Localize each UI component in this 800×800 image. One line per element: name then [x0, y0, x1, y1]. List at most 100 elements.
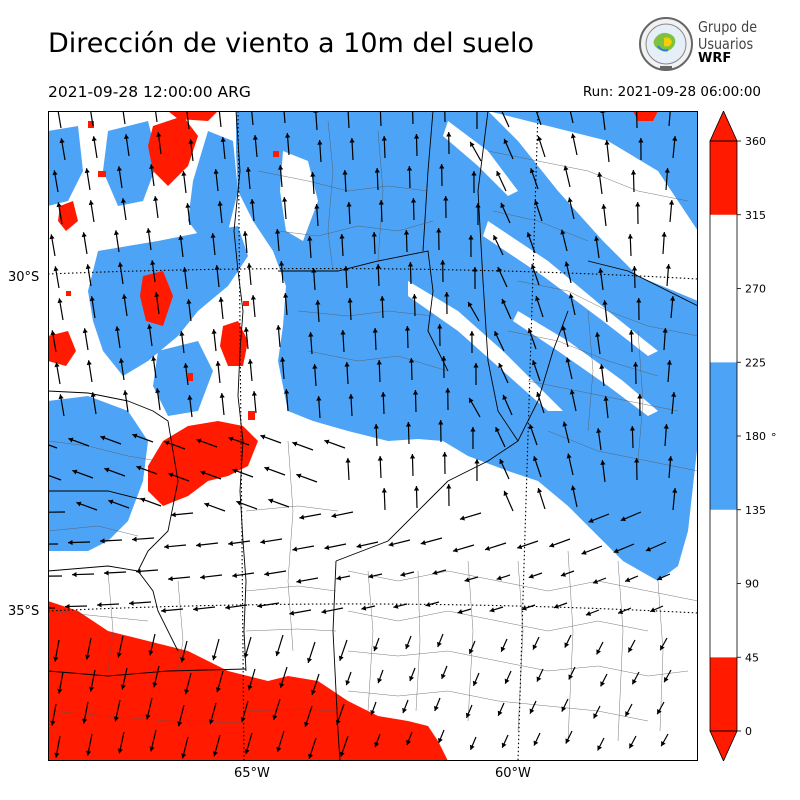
wind-arrow-head	[57, 688, 63, 694]
wind-arrow-head	[243, 327, 249, 332]
wind-arrow-head	[438, 420, 444, 425]
wind-arrow-head	[116, 652, 122, 658]
wind-arrow-head	[564, 642, 570, 648]
wind-arrow-head	[532, 644, 538, 650]
wind-arrow-head	[500, 646, 506, 652]
wind-arrow-shaft	[57, 111, 62, 129]
wind-arrow-head	[260, 434, 266, 440]
wind-arrow-head	[669, 296, 676, 301]
wind-arrow-head	[470, 141, 475, 148]
wind-arrow-head	[145, 714, 151, 720]
wind-arrow-head	[247, 685, 253, 691]
lon-label-60w: 60°W	[495, 766, 531, 781]
wind-arrow-head	[445, 388, 451, 393]
wind-arrows	[48, 111, 678, 760]
wind-arrow-head	[368, 573, 374, 579]
wind-arrow-head	[243, 653, 249, 659]
wind-arrow-head	[537, 136, 543, 142]
wind-arrow-head	[129, 600, 134, 606]
department-borders	[48, 120, 698, 742]
wind-arrow-head	[376, 360, 382, 365]
wind-arrow-head	[196, 438, 202, 444]
wind-arrow-head	[411, 294, 418, 299]
wind-arrow-head	[114, 326, 121, 332]
wind-arrow-head	[560, 229, 566, 235]
wind-arrow-head	[406, 739, 411, 746]
wind-arrow-head	[148, 650, 154, 656]
wind-arrow-head	[667, 456, 674, 461]
wind-arrow-head	[100, 538, 105, 544]
lat-label-35s: 35°S	[8, 604, 40, 619]
wind-arrow-head	[536, 392, 542, 398]
wind-arrow-head	[168, 472, 174, 478]
wind-arrow-head	[434, 705, 439, 711]
wind-arrow-head	[181, 171, 187, 176]
wind-arrow-head	[493, 235, 498, 241]
wind-arrow-head	[220, 137, 226, 142]
wind-arrow-head	[373, 646, 379, 652]
wind-arrow-head	[264, 571, 270, 577]
wind-arrow-head	[283, 293, 289, 298]
wind-arrow-head	[536, 676, 542, 682]
wind-arrow-head	[601, 204, 607, 209]
wind-arrow-head	[311, 268, 317, 273]
wind-arrow-head	[161, 607, 166, 614]
wind-arrow-head	[311, 689, 316, 695]
wind-arrow-head	[630, 170, 637, 175]
wind-arrow-head	[212, 751, 218, 757]
wind-arrow-head	[257, 603, 263, 609]
wind-arrow-head	[470, 427, 476, 432]
wind-arrow-head	[344, 362, 350, 367]
wind-arrow-head	[177, 721, 183, 727]
colorbar-bands	[709, 111, 738, 761]
wind-arrow-head	[285, 133, 291, 138]
wind-arrow-head	[446, 484, 452, 489]
wind-arrow-head	[494, 331, 499, 337]
wind-arrow-head	[307, 657, 312, 663]
wind-arrow-head	[595, 332, 601, 338]
wind-arrow-head	[171, 512, 176, 518]
wind-arrow-head	[663, 424, 669, 429]
wind-arrow-head	[495, 427, 500, 433]
lat-label-30s: 30°S	[8, 270, 40, 285]
logo-line1: Grupo de	[698, 18, 758, 36]
wind-arrow-head	[315, 300, 321, 305]
wind-arrow-head	[200, 574, 205, 580]
logo-line3: WRF	[698, 51, 732, 66]
wind-arrow-head	[400, 571, 406, 577]
wind-arrow-head	[402, 707, 408, 714]
wind-arrow-shaft	[218, 111, 222, 128]
wind-arrow-head	[526, 232, 532, 238]
wind-arrow-head	[240, 717, 246, 723]
wind-arrow-head	[425, 601, 431, 607]
wind-arrow-head	[85, 264, 91, 270]
wind-arrow-head	[374, 742, 380, 748]
wind-arrow-head	[118, 358, 125, 364]
colorbar-band	[710, 214, 737, 363]
wind-arrow-head	[185, 203, 191, 208]
wind-arrow-head	[149, 164, 155, 169]
wind-arrow-head	[120, 198, 127, 204]
wind-arrow-head	[280, 357, 286, 362]
wind-arrow-head	[317, 140, 323, 145]
wind-arrow-head	[549, 542, 555, 548]
wind-arrow-head	[565, 738, 571, 744]
wind-arrow-head	[316, 396, 322, 401]
wind-arrow-head	[186, 299, 192, 304]
wind-arrow-head	[381, 488, 387, 493]
wind-arrow-head	[245, 167, 251, 172]
colorbar-tick-label: 270	[745, 283, 766, 296]
wind-arrow-shaft	[122, 111, 126, 125]
wind-arrow-head	[666, 360, 672, 365]
wind-arrow-head	[117, 748, 123, 754]
wind-arrow-shaft	[48, 474, 62, 481]
wind-arrow-head	[321, 608, 327, 614]
wind-arrow-head	[214, 265, 220, 270]
wind-arrow-head	[136, 465, 142, 471]
wind-arrow-head	[324, 544, 330, 551]
wind-arrow-head	[664, 168, 670, 173]
colorbar-tick-label: 360	[745, 135, 766, 148]
wind-arrow-head	[469, 331, 475, 336]
wind-arrow-head	[596, 428, 602, 434]
wind-arrow-head	[85, 654, 91, 660]
